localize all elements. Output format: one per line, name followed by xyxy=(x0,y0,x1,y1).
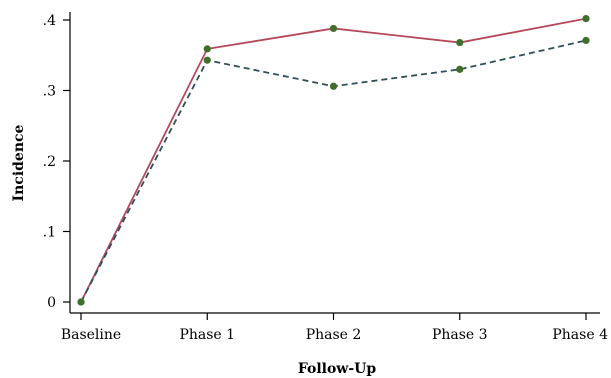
y-axis-title: Incidence xyxy=(11,124,27,201)
y-tick-label: .1 xyxy=(43,225,56,241)
x-tick-label: Phase 1 xyxy=(179,327,235,343)
y-tick-label: .4 xyxy=(43,13,56,29)
x-axis-ticks: Baseline Phase 1 Phase 2 Phase 3 Phase 4 xyxy=(61,313,608,343)
x-tick-label: Phase 4 xyxy=(552,327,608,343)
series-2-point xyxy=(582,36,590,45)
x-axis-title: Follow-Up xyxy=(298,361,377,377)
y-axis-ticks: 0 .1 .2 .3 .4 xyxy=(43,13,70,311)
y-tick-label: .3 xyxy=(43,84,56,100)
series-2-point xyxy=(203,56,211,64)
x-tick-label: Baseline xyxy=(61,327,121,343)
series-2-point xyxy=(77,298,85,306)
series-line-2 xyxy=(80,39,587,303)
series-1-point xyxy=(582,14,590,23)
x-tick-label: Phase 2 xyxy=(306,327,362,343)
series-layer xyxy=(77,14,590,306)
y-tick-label: 0 xyxy=(47,295,56,311)
series-1-point xyxy=(456,38,464,47)
x-tick-label: Phase 3 xyxy=(432,327,488,343)
series-1-point xyxy=(329,24,338,33)
series-line-1 xyxy=(80,17,587,303)
series-1-point xyxy=(203,45,211,53)
series-2-point xyxy=(456,65,464,73)
series-2-point xyxy=(329,82,338,90)
y-tick-label: .2 xyxy=(43,154,56,170)
